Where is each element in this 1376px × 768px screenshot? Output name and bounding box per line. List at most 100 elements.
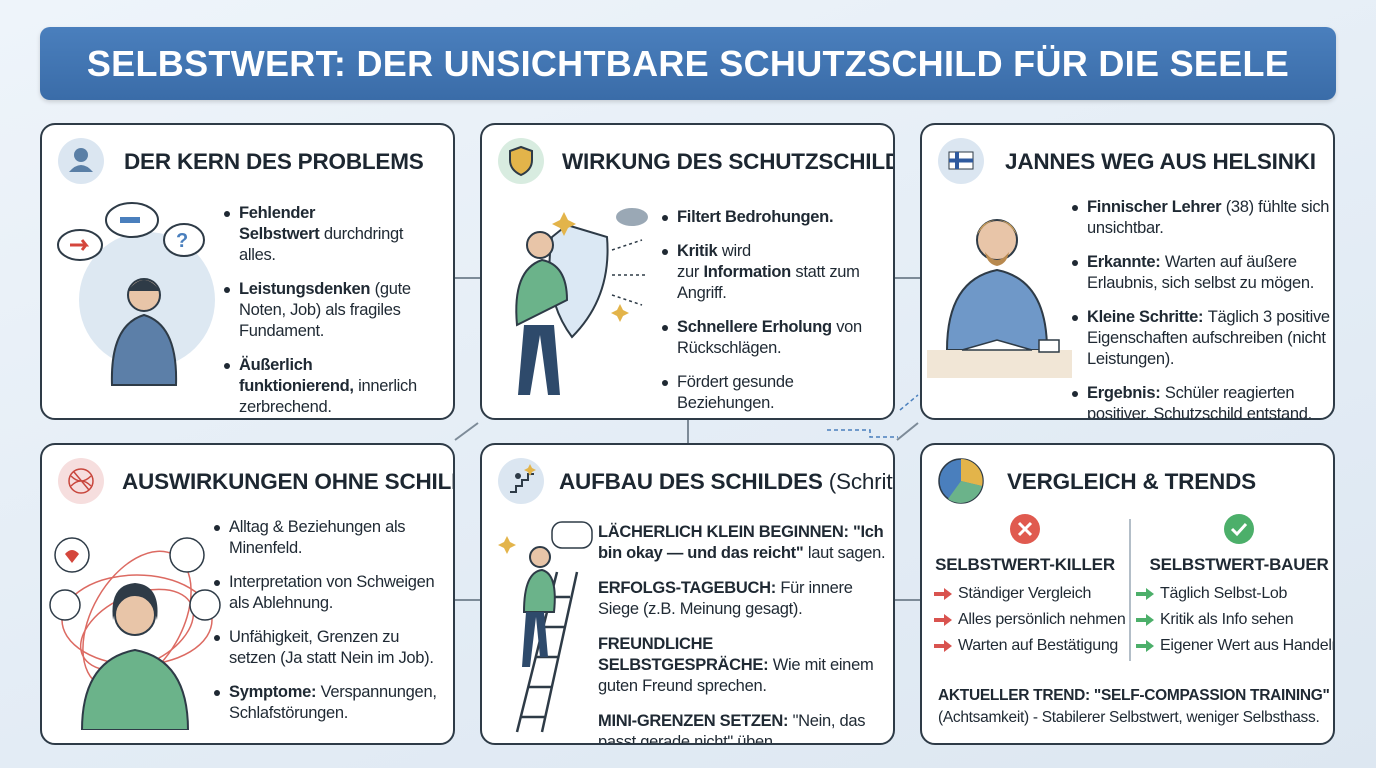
bullet-strong: FREUNDLICHE SELBSTGESPRÄCHE: — [598, 635, 769, 674]
arrow — [1136, 640, 1154, 652]
panel: AUSWIRKUNGEN OHNE SCHILD Alltag & Bezieh… — [40, 443, 455, 745]
panel: AUFBAU DES SCHILDES(Schritte) LÄCHERLICH… — [480, 443, 895, 745]
bullet-text: Alltag & Beziehungen als Minenfeld. — [229, 518, 406, 557]
comparison-item: Täglich Selbst-Lob — [1136, 581, 1333, 607]
arrow-icon — [934, 588, 952, 600]
comparison-item: Warten auf Bestätigung — [934, 633, 1125, 659]
arrow — [1136, 588, 1154, 600]
bullet: MINI-GRENZEN SETZEN: "Nein, das passt ger… — [598, 711, 890, 745]
page-title: SELBSTWERT: DER UNSICHTBARE SCHUTZSCHILD… — [86, 42, 1290, 84]
illustration — [498, 521, 593, 733]
trend-title: AKTUELLER TREND: "SELF-COMPASSION TRAINI… — [938, 687, 1330, 704]
bullet: Symptome: Verspannungen, Schlafstörungen. — [214, 682, 449, 724]
panel-title: WIRKUNG DES SCHUTZSCHILDS — [562, 149, 895, 174]
bullet: Fördert gesunde Beziehungen. — [662, 372, 890, 414]
bullet-text: (gute Noten, Job) als fragiles Fundament… — [239, 280, 411, 340]
bullet: Kritik wird zur Information statt zum Angri… — [662, 241, 890, 304]
bullet: Finnischer Lehrer (38) fühlte sich unsich… — [1072, 197, 1330, 239]
item-text: Warten auf Bestätigung — [958, 637, 1119, 654]
bullet-strong: Finnischer Lehrer — [1087, 198, 1222, 216]
bullet-text: Warten auf äußere Erlaubnis, sich selbst… — [1087, 253, 1315, 292]
bullet-list: Fehlender Selbstwert durchdringt alles. Le… — [224, 203, 444, 418]
bullet-strong: Fehlender Selbstwert — [239, 204, 320, 243]
bullet: LÄCHERLICH KLEIN BEGINNEN: "Ich bin okay… — [598, 522, 890, 564]
icon — [498, 138, 544, 184]
comparison-item: Ständiger Vergleich — [934, 581, 1125, 607]
bullet: Unfähigkeit, Grenzen zu setzen (Ja statt… — [214, 627, 449, 669]
illustration — [515, 208, 648, 395]
bullet: Ergebnis: Schüler reagierten positiver, S… — [1072, 383, 1330, 418]
item-text: Kritik als Info sehen — [1160, 611, 1294, 628]
panel: WIRKUNG DES SCHUTZSCHILDS Filtert Bedroh… — [480, 123, 895, 420]
arrow-icon — [934, 614, 952, 626]
arrow-icon — [1136, 588, 1154, 600]
bullet-strong: Kleine Schritte: — [1087, 308, 1204, 326]
bullet-strong: Erkannte: — [1087, 253, 1161, 271]
illustration — [49, 537, 221, 730]
bullet-text: durchdringt alles. — [239, 225, 404, 264]
item-text: Täglich Selbst-Lob — [1160, 585, 1288, 602]
comparison-item: Eigener Wert aus Handeln — [1136, 633, 1335, 659]
builder-list: Täglich Selbst-Lob Kritik als Info sehen E… — [1136, 581, 1335, 659]
arrow-icon — [1136, 640, 1154, 652]
bullet-strong: Information — [703, 263, 791, 281]
bullet: FREUNDLICHE SELBSTGESPRÄCHE: Wie mit eine… — [598, 634, 890, 697]
panel: JANNES WEG AUS HELSINKI Finnischer Lehre… — [920, 123, 1335, 420]
trend: AKTUELLER TREND: "SELF-COMPASSION TRAINI… — [938, 685, 1333, 729]
bullet-text: Verspannungen, Schlafstörungen. — [229, 683, 437, 722]
bullet-text: Interpretation von Schweigen als Ablehnu… — [229, 573, 435, 612]
bullet: Kleine Schritte: Täglich 3 positive Eigen… — [1072, 307, 1330, 370]
bullet-text: Fördert gesunde Beziehungen. — [677, 373, 794, 412]
bullet-text: laut sagen. — [807, 544, 886, 562]
column-header: SELBSTWERT-BAUER — [1149, 555, 1329, 574]
column-header: SELBSTWERT-KILLER — [935, 555, 1115, 574]
title-note: (Schritte) — [828, 469, 893, 494]
illustration — [927, 219, 1072, 378]
bullet: Fehlender Selbstwert durchdringt alles. — [224, 203, 444, 266]
bullet-strong: Ergebnis: — [1087, 384, 1161, 402]
bullet-strong: ERFOLGS-TAGEBUCH: — [598, 579, 776, 597]
bullet: Leistungsdenken (gute Noten, Job) als fra… — [224, 279, 444, 342]
header: SELBSTWERT: DER UNSICHTBARE SCHUTZSCHILD… — [40, 27, 1336, 100]
bullet-list: Alltag & Beziehungen als Minenfeld. Inter… — [214, 517, 449, 737]
item-text: Ständiger Vergleich — [958, 585, 1092, 602]
panel-title: AUSWIRKUNGEN OHNE SCHILD — [122, 469, 455, 494]
bullet-text: Unfähigkeit, Grenzen zu setzen (Ja statt… — [229, 628, 434, 667]
icon-glyph: ? — [176, 230, 188, 252]
bullet-strong: Schnellere Erholung — [677, 318, 832, 336]
illustration: ? — [57, 202, 215, 386]
bullet: Schnellere Erholung von Rückschlägen. — [662, 317, 890, 359]
arrow-icon — [1136, 614, 1154, 626]
bullet-list: Finnischer Lehrer (38) fühlte sich unsich… — [1072, 197, 1330, 418]
bullet-text: statt zum Angriff. — [677, 263, 860, 302]
bullet: Erkannte: Warten auf äußere Erlaubnis, si… — [1072, 252, 1330, 294]
bullet-strong: Leistungsdenken — [239, 280, 371, 298]
icon — [498, 458, 544, 504]
icon — [58, 458, 104, 504]
item-text: Alles persönlich nehmen — [958, 611, 1126, 628]
bullet-strong: Kritik — [677, 242, 718, 260]
step-list: LÄCHERLICH KLEIN BEGINNEN: "Ich bin okay… — [598, 522, 890, 745]
panel: VERGLEICH & TRENDS SELBSTWERT-KILLER SEL… — [920, 443, 1335, 745]
arrow — [1136, 614, 1154, 626]
bullet: Filtert Bedrohungen. — [662, 207, 890, 228]
bullet-strong: Symptome: — [229, 683, 317, 701]
comparison-item: Alles persönlich nehmen — [934, 607, 1126, 633]
bullet-strong: MINI-GRENZEN SETZEN: — [598, 712, 789, 730]
bullet-text: Wie mit einem guten Freund sprechen. — [598, 656, 874, 695]
comparison-item: Kritik als Info sehen — [1136, 607, 1333, 633]
bullet: Alltag & Beziehungen als Minenfeld. — [214, 517, 449, 559]
icon — [938, 458, 984, 504]
bullet-text: (38) fühlte sich unsichtbar. — [1087, 198, 1330, 237]
item-text: Eigener Wert aus Handeln — [1160, 637, 1335, 654]
arrow — [934, 588, 952, 600]
bullet-text: Für innere Siege (z.B. Meinung gesagt). — [598, 579, 853, 618]
bullet: Interpretation von Schweigen als Ablehnu… — [214, 572, 449, 614]
panel: DER KERN DES PROBLEMS ? Fehlender Selbst… — [40, 123, 455, 420]
bullet-text: "Nein, das passt gerade nicht" üben. — [598, 712, 866, 745]
bullet-text: von Rückschlägen. — [677, 318, 862, 357]
panel-title: AUFBAU DES SCHILDES(Schritte) — [559, 469, 893, 495]
